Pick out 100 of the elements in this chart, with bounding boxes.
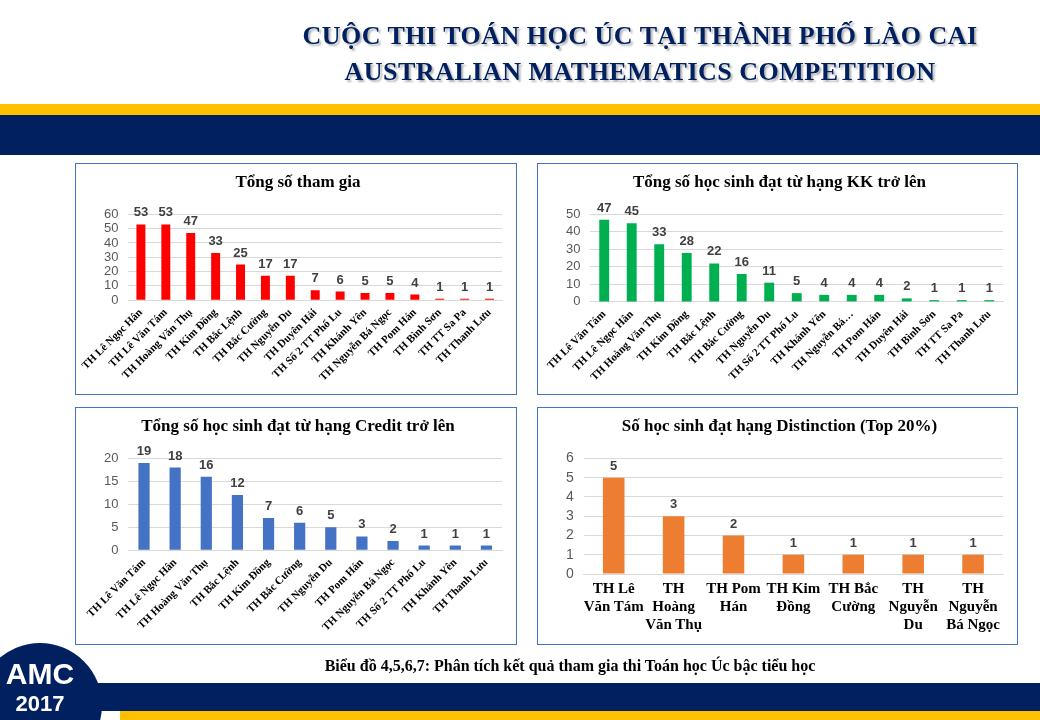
data-label: 22	[706, 243, 722, 259]
bar	[186, 232, 196, 300]
y-tick-label: 30	[103, 248, 119, 264]
bar	[709, 263, 720, 302]
data-label: 1	[909, 534, 917, 550]
bar	[387, 540, 399, 550]
data-label: 4	[820, 274, 829, 290]
data-label: 17	[283, 255, 298, 271]
x-tick-label: TH Nguyễn Du	[888, 579, 939, 632]
bar	[418, 545, 430, 550]
bar	[662, 516, 685, 574]
data-label: 4	[848, 274, 857, 290]
data-label: 1	[436, 278, 444, 294]
data-label: 3	[670, 496, 678, 512]
bar	[902, 554, 924, 574]
data-label: 3	[358, 516, 366, 532]
bar	[791, 293, 802, 302]
bar	[736, 273, 747, 302]
bar	[285, 275, 295, 300]
y-tick-label: 6	[565, 449, 574, 466]
bar	[211, 253, 221, 300]
bar	[480, 545, 493, 550]
y-tick-label: 2	[565, 526, 574, 543]
data-label: 25	[233, 244, 248, 260]
data-label: 16	[734, 253, 749, 269]
y-tick-label: 20	[103, 263, 119, 279]
bar	[325, 527, 337, 550]
y-tick-label: 0	[565, 564, 574, 581]
bar	[599, 219, 610, 302]
data-label: 53	[133, 204, 149, 220]
data-label: 7	[311, 270, 319, 286]
text: CUỘC THI TOÁN HỌC ÚC TẠI THÀNH PHỐ LÀO CAI	[301, 20, 979, 52]
y-tick-label: 1	[565, 545, 574, 562]
chart-title: Tổng số tham gia	[235, 171, 362, 191]
data-label: 11	[762, 262, 777, 278]
y-tick-label: 0	[573, 293, 581, 309]
data-label: 4	[411, 274, 420, 290]
data-label: 2	[903, 278, 911, 294]
data-label: 18	[167, 447, 183, 463]
bar	[962, 554, 984, 574]
bar	[262, 518, 275, 550]
bar	[449, 545, 461, 550]
data-label: 45	[624, 203, 639, 219]
bar	[260, 275, 270, 300]
bar	[626, 223, 637, 302]
bar	[819, 294, 830, 302]
bar	[874, 294, 885, 302]
bar	[602, 477, 625, 574]
bar	[138, 462, 150, 550]
y-tick-label: 20	[565, 258, 581, 274]
bar	[681, 252, 692, 302]
x-tick-label: TH Kim Đồng	[766, 579, 821, 614]
bar	[901, 298, 912, 302]
data-label: 17	[258, 255, 273, 271]
badge-circle: AMC 2017	[0, 643, 102, 720]
data-label: 2	[729, 515, 738, 531]
y-tick-label: 3	[565, 507, 574, 524]
bar	[360, 293, 370, 300]
y-tick-label: 0	[111, 541, 119, 557]
bar	[722, 535, 745, 574]
data-label: 28	[679, 232, 694, 248]
x-tick-label: TH Hoàng Văn Thụ	[645, 579, 703, 632]
data-label: 7	[264, 498, 273, 514]
bar	[842, 554, 865, 574]
data-label: 47	[183, 213, 198, 229]
data-label: 1	[958, 280, 966, 296]
y-tick-label: 20	[103, 449, 119, 465]
data-label: 12	[230, 475, 245, 491]
text: Biểu đồ 4,5,6,7: Phân tích kết quả tham gia thi Toán học Úc bậc tiểu học	[323, 655, 817, 677]
data-label: 6	[296, 502, 304, 518]
bar	[136, 224, 146, 300]
data-label: 1	[849, 534, 857, 550]
data-label: 1	[420, 525, 428, 541]
data-label: 1	[451, 525, 459, 541]
data-label: 1	[461, 278, 469, 294]
bar	[236, 264, 245, 300]
y-tick-label: 50	[565, 205, 581, 221]
bar	[764, 282, 775, 302]
y-tick-label: 40	[565, 223, 581, 239]
y-tick-label: 40	[103, 234, 119, 250]
data-label: 5	[386, 273, 394, 289]
data-label: 47	[596, 199, 612, 215]
bar	[356, 536, 368, 550]
data-label: 53	[158, 204, 174, 220]
bar	[231, 495, 244, 550]
data-label: 6	[336, 271, 344, 287]
y-tick-label: 5	[111, 518, 119, 534]
y-tick-label: 60	[103, 205, 119, 221]
data-label: 1	[969, 534, 977, 550]
data-label: 16	[199, 456, 214, 472]
x-tick-label: TH Pom Hán	[706, 579, 762, 614]
data-label: 1	[985, 280, 993, 296]
bar	[310, 290, 320, 300]
y-tick-label: 5	[565, 468, 574, 485]
bar	[385, 293, 395, 300]
data-label: 5	[361, 273, 369, 289]
bar	[200, 476, 212, 550]
y-tick-label: 30	[565, 240, 581, 256]
chart-title: Tổng số học sinh đạt từ hạng KK trở lên	[632, 171, 927, 191]
bar	[782, 554, 805, 574]
